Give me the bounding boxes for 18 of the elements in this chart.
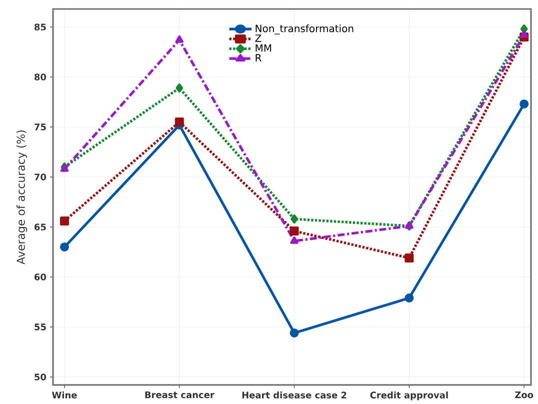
legend-label: MM xyxy=(256,44,272,52)
y-tick-label: 50 xyxy=(34,374,46,381)
y-axis-title: Average of accuracy (%) xyxy=(16,130,28,265)
y-tick-label: 80 xyxy=(34,74,46,81)
y-tick-label: 55 xyxy=(34,324,46,331)
x-tick-label: Zoo xyxy=(515,392,534,398)
y-tick-label: 75 xyxy=(34,124,46,131)
x-tick-label: Heart disease case 2 xyxy=(242,392,346,399)
legend-label: R xyxy=(256,54,262,62)
legend-label: Non_transformation xyxy=(256,24,354,35)
y-tick-label: 60 xyxy=(34,274,46,281)
y-tick-label: 85 xyxy=(34,24,46,31)
legend-label: Z xyxy=(255,34,262,42)
x-tick-label: Breast cancer xyxy=(145,392,214,398)
x-tick-label: Wine xyxy=(52,392,77,399)
y-tick-label: 65 xyxy=(34,224,46,231)
y-tick-label: 70 xyxy=(34,174,46,181)
x-tick-label: Credit approval xyxy=(370,392,448,400)
